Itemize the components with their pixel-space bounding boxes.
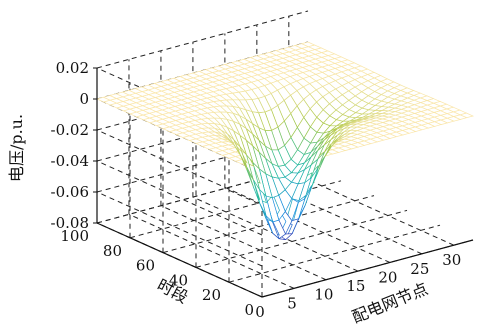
y-tick-label: 0 <box>244 301 254 319</box>
y-tick-label: 100 <box>60 227 89 245</box>
grid-line <box>288 170 455 246</box>
grid-line <box>224 187 391 263</box>
z-tick-label: -0.06 <box>51 183 89 201</box>
z-tick-label: 0 <box>79 90 89 108</box>
y-tick-labels: 100 80 60 40 20 0 <box>60 227 254 319</box>
x-tick-label: 15 <box>346 277 365 295</box>
x-axis-line <box>261 239 474 298</box>
z-tick-label: -0.04 <box>51 152 89 170</box>
x-tick-label: 30 <box>442 251 461 269</box>
grid-line <box>96 129 263 205</box>
surface-cell <box>95 96 112 103</box>
z-tick-labels: 0.02 0 -0.02 -0.04 -0.06 -0.08 <box>51 59 97 232</box>
grid-line <box>160 205 327 281</box>
grid-line <box>128 213 295 289</box>
x-tick-label: 0 <box>255 303 265 321</box>
y-tick-label: 20 <box>202 286 221 304</box>
x-tick-label: 20 <box>378 268 397 286</box>
grid-line <box>96 10 309 69</box>
axes <box>96 68 474 298</box>
z-axis-label: 电压/p.u. <box>7 114 26 182</box>
grid-line <box>256 179 423 255</box>
x-tick-labels: 0 5 10 15 20 25 30 <box>255 251 461 321</box>
grid-line <box>96 160 263 236</box>
z-tick-label: 0.02 <box>56 59 89 77</box>
grid-line <box>195 209 408 268</box>
surface-mesh <box>95 41 475 241</box>
grid-line <box>96 191 263 267</box>
x-tick-label: 5 <box>287 294 297 312</box>
y-axis-line <box>96 222 263 298</box>
x-tick-label: 25 <box>410 260 429 278</box>
z-tick-label: -0.02 <box>51 121 89 139</box>
x-tick-label: 10 <box>314 286 333 304</box>
y-tick-label: 80 <box>103 242 122 260</box>
y-tick-label: 60 <box>136 257 155 275</box>
grid-line <box>228 224 441 283</box>
z-tick-label: -0.08 <box>51 214 89 232</box>
y-tick-label: 40 <box>169 271 188 289</box>
